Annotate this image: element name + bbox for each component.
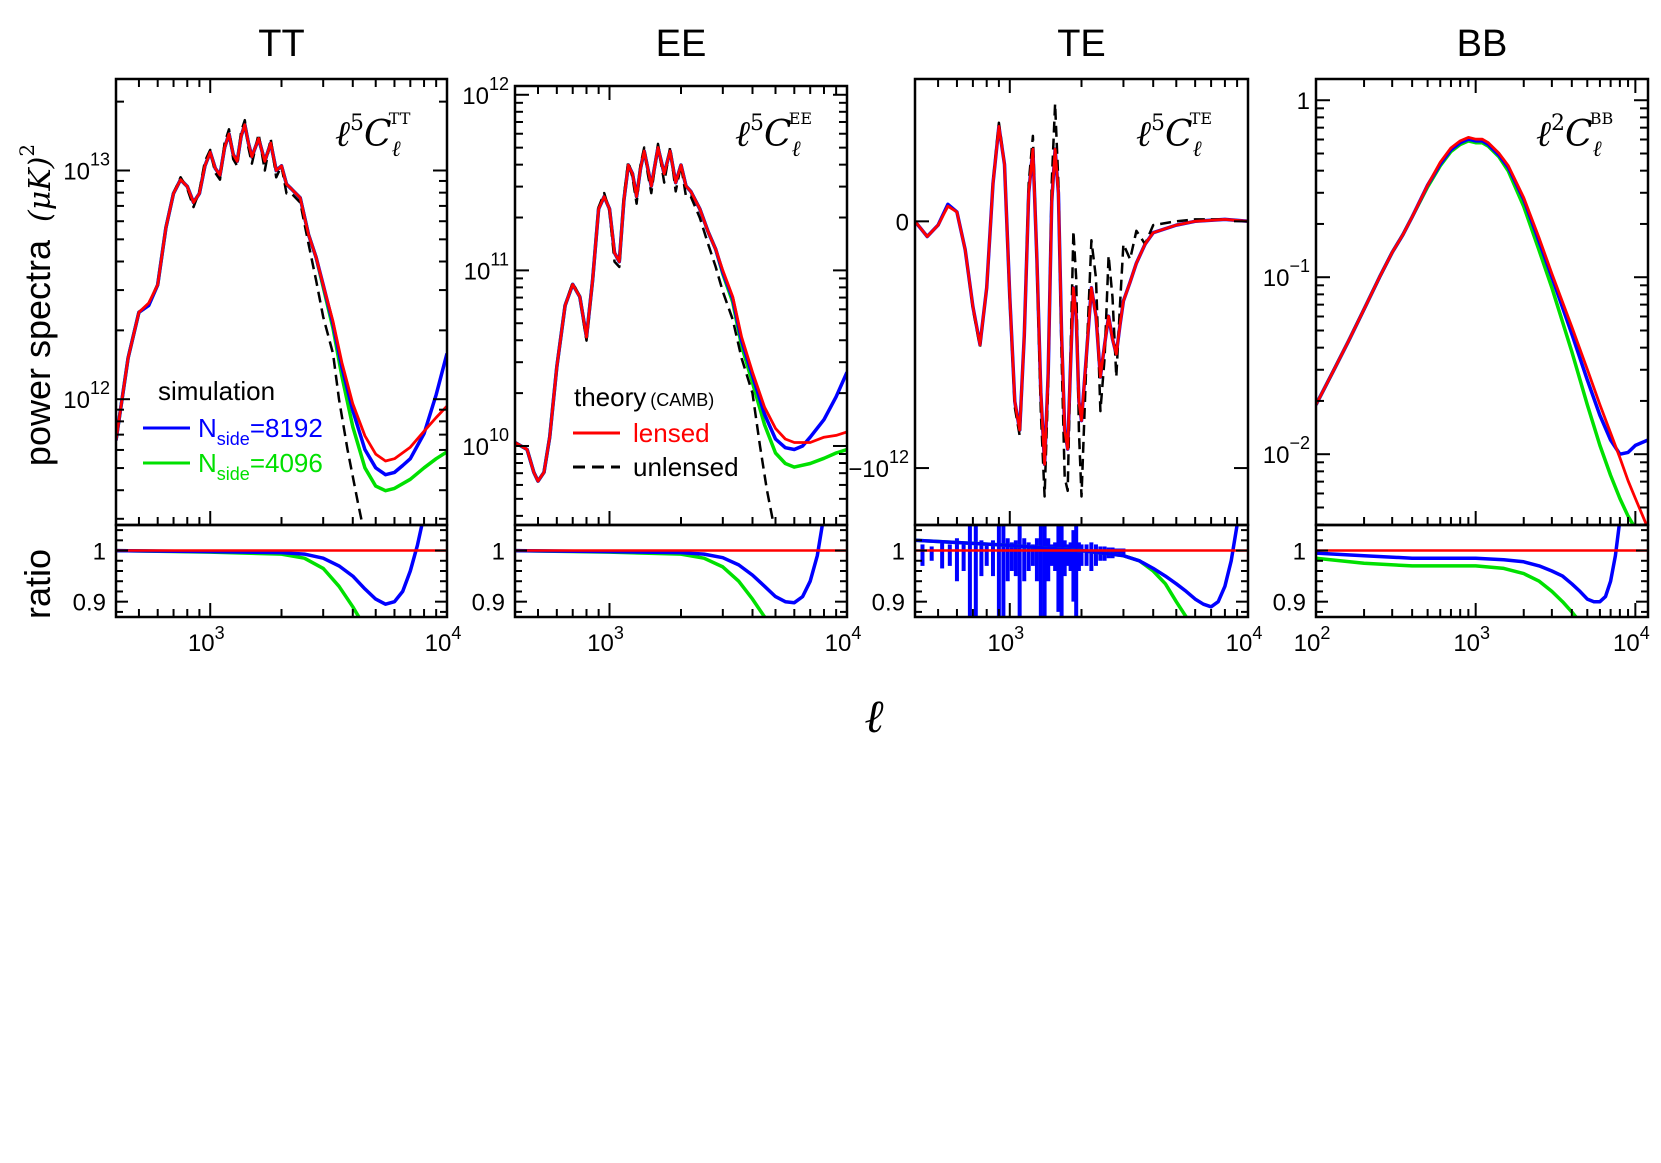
panel-tt: 103 104 1013 1012 1 0.9 TT ℓ5CℓTT (63, 23, 461, 657)
legend-entry-nside4096: Nside=4096 (198, 448, 323, 484)
ratio-y-tick-label: 1 (93, 539, 106, 566)
y-axis-label-unit: (μK) (23, 157, 58, 222)
panel-annotation: ℓ5CℓTE (1136, 109, 1212, 162)
panel-bb: 102 103 104 1 10−1 10−2 1 0.9 BB ℓ2CℓBB (1263, 23, 1650, 657)
x-tick-label: 104 (425, 623, 462, 657)
legend-simulation: simulation Nside=8192 Nside=4096 (143, 376, 323, 484)
y-tick-label: −1012 (848, 447, 909, 483)
ratio-nside8192-te (915, 525, 1239, 609)
x-tick-label: 104 (1613, 623, 1650, 657)
x-axis-label: ℓ (864, 689, 884, 743)
series-unlensed-te (915, 102, 1248, 498)
legend-entry-unlensed: unlensed (633, 452, 739, 482)
x-tick-label: 103 (1453, 623, 1490, 657)
legend-simulation-title: simulation (158, 376, 275, 406)
y-tick-label: 10−1 (1263, 256, 1310, 292)
ratio-y-tick-label: 0.9 (73, 590, 106, 617)
x-tick-label: 103 (987, 623, 1024, 657)
ratio-y-tick-label: 0.9 (1273, 590, 1306, 617)
ratio-frame (513, 523, 849, 619)
panel-annotation: ℓ2CℓBB (1536, 109, 1613, 162)
series-lensed-tt (116, 123, 447, 463)
y-axis-label-power: 2 (15, 144, 39, 157)
panel-annotation: ℓ5CℓEE (735, 109, 812, 162)
series-lensed-ee (515, 146, 847, 483)
series-lensed-te (915, 125, 1248, 466)
y-tick-label: 0 (896, 209, 909, 236)
series-lensed-bb (1316, 136, 1648, 525)
y-tick-label: 1012 (462, 74, 509, 110)
legend-entry-nside8192: Nside=8192 (198, 413, 323, 449)
ratio-axis-label-text: ratio (17, 549, 58, 619)
y-tick-label: 1013 (63, 149, 110, 185)
panel-te: 103 104 0 −1012 1 0.9 TE ℓ5CℓTE (848, 23, 1262, 657)
x-tick-label: 104 (1226, 623, 1263, 657)
panel-title: EE (656, 23, 707, 65)
y-tick-label: 1012 (63, 378, 110, 414)
ratio-nside4096-bb (1316, 556, 1579, 617)
y-tick-label: 1011 (464, 249, 509, 285)
panel-annotation: ℓ5CℓTT (335, 109, 411, 162)
ratio-axis-label: ratio (17, 549, 58, 619)
legend-entry-lensed: lensed (633, 418, 710, 448)
x-tick-label: 104 (825, 623, 862, 657)
y-tick-label: 1010 (462, 425, 509, 461)
legend-theory-title: theory (CAMB) (574, 382, 714, 412)
x-tick-label: 103 (188, 623, 225, 657)
ratio-y-tick-label: 1 (892, 539, 905, 566)
ratio-nside8192-tt (116, 525, 424, 606)
x-tick-label: 102 (1294, 623, 1331, 657)
y-tick-label: 1 (1297, 88, 1310, 115)
y-axis-label-text: power spectra (17, 239, 58, 466)
ratio-nside8192-ee (515, 525, 825, 605)
ratio-y-tick-label: 0.9 (872, 590, 905, 617)
ratio-nside8192-bb (1316, 525, 1622, 604)
y-tick-label: 10−2 (1263, 433, 1310, 469)
ratio-y-tick-label: 1 (1293, 539, 1306, 566)
ratio-y-tick-label: 1 (492, 539, 505, 566)
panel-title: TE (1057, 23, 1106, 65)
panel-ee: 103 104 1012 1011 1010 1 0.9 EE ℓ5CℓEE (462, 23, 861, 657)
series-nside4096-bb (1316, 139, 1636, 525)
y-axis-label: power spectra (μK)2 (15, 144, 58, 466)
series-nside8192-bb (1316, 137, 1648, 456)
legend-theory: theory (CAMB) lensed unlensed (573, 382, 739, 482)
ratio-y-tick-label: 0.9 (472, 590, 505, 617)
panel-title: BB (1457, 23, 1508, 65)
ratio-frame (114, 523, 449, 619)
x-tick-label: 103 (587, 623, 624, 657)
panel-title: TT (258, 23, 304, 65)
svg-text:power spectra(μK)2: power spectra (μK)2 (15, 144, 58, 466)
